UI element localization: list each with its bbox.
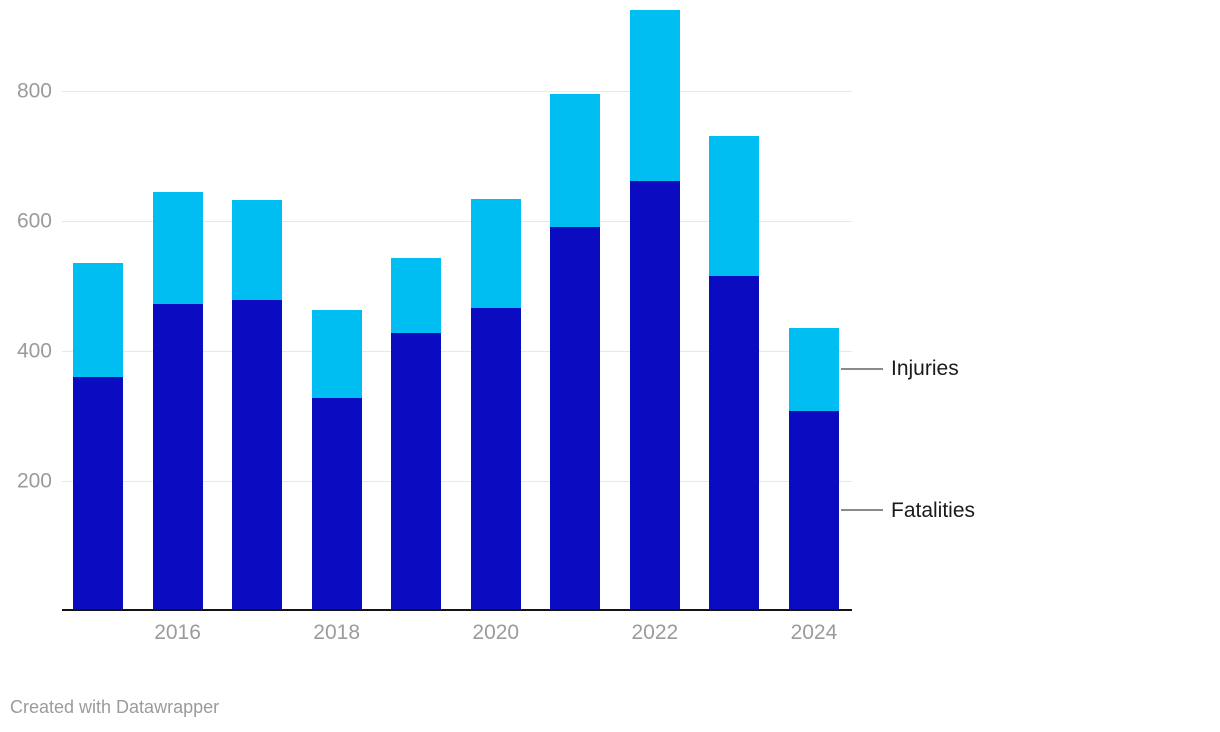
legend-annotation-fatalities: Fatalities	[841, 500, 975, 521]
gridline-800	[62, 91, 852, 92]
bar-segment-fatalities-2019[interactable]	[391, 333, 442, 611]
bar-segment-injuries-2019[interactable]	[391, 258, 442, 334]
legend-annotation-injuries: Injuries	[841, 358, 959, 379]
legend-connector-line	[841, 367, 883, 370]
bar-segment-injuries-2021[interactable]	[550, 94, 601, 227]
legend-label-fatalities: Fatalities	[891, 498, 976, 522]
bar-segment-injuries-2017[interactable]	[232, 199, 283, 301]
gridline-400	[62, 351, 852, 352]
x-tick-label-2018: 2018	[313, 621, 360, 644]
bar-segment-fatalities-2020[interactable]	[470, 308, 521, 611]
bar-segment-injuries-2024[interactable]	[788, 327, 839, 411]
bar-segment-fatalities-2018[interactable]	[311, 397, 362, 611]
x-tick-label-2016: 2016	[154, 621, 201, 644]
bar-segment-fatalities-2022[interactable]	[629, 180, 680, 611]
bar-segment-fatalities-2017[interactable]	[232, 300, 283, 611]
bar-segment-injuries-2018[interactable]	[311, 310, 362, 398]
credit-text: Created with Datawrapper	[10, 697, 220, 717]
y-tick-label-600: 600	[16, 209, 52, 233]
bar-segment-fatalities-2015[interactable]	[73, 377, 123, 611]
x-tick-label-2024: 2024	[790, 621, 838, 644]
bar-segment-fatalities-2021[interactable]	[550, 226, 601, 611]
bar-segment-injuries-2022[interactable]	[629, 10, 680, 181]
y-tick-label-400: 400	[16, 339, 52, 363]
bar-segment-fatalities-2024[interactable]	[788, 410, 839, 611]
bar-segment-fatalities-2016[interactable]	[152, 304, 203, 611]
bar-segment-injuries-2016[interactable]	[152, 191, 203, 305]
bar-segment-injuries-2023[interactable]	[709, 135, 760, 277]
bar-segment-fatalities-2023[interactable]	[709, 276, 760, 611]
x-axis-line	[62, 609, 852, 611]
y-tick-label-800: 800	[16, 79, 52, 103]
legend-connector-line	[841, 509, 883, 512]
legend-label-injuries: Injuries	[891, 357, 959, 381]
x-tick-label-2022: 2022	[631, 621, 679, 644]
y-tick-label-200: 200	[16, 469, 52, 493]
bar-segment-injuries-2020[interactable]	[470, 198, 521, 309]
bar-segment-injuries-2015[interactable]	[73, 263, 123, 377]
gridline-200	[62, 481, 852, 482]
x-tick-label-2020: 2020	[472, 621, 520, 644]
gridline-600	[62, 221, 852, 222]
